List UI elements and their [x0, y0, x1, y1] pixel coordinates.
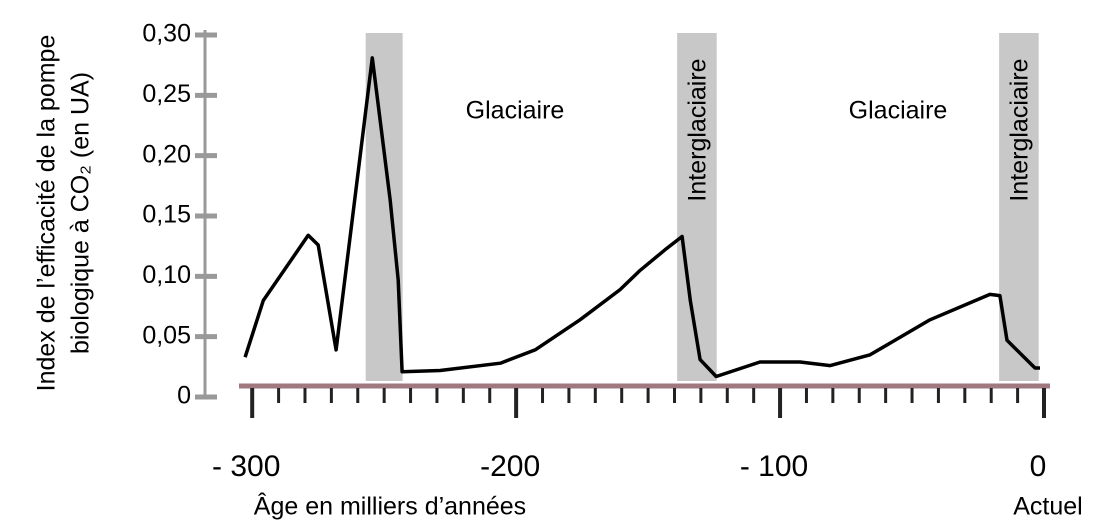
band: [677, 33, 717, 381]
band: [365, 33, 403, 381]
y-tick-label: 0,05: [142, 321, 191, 349]
y-axis-label: biologique à CO₂ (en UA): [67, 72, 95, 354]
x-tick-label: - 100: [740, 450, 808, 483]
bands: [365, 33, 1039, 381]
x-end-label: Actuel: [1013, 493, 1082, 521]
y-tick-label: 0,15: [142, 201, 191, 229]
y-tick-label: 0,10: [142, 261, 191, 289]
band-label: Interglaciaire: [1006, 58, 1034, 201]
x-tick-label: 0: [1030, 450, 1047, 483]
y-tick-label: 0,20: [142, 140, 191, 168]
data-line: [243, 56, 1040, 379]
y-tick-label: 0,30: [142, 20, 191, 48]
y-tick-label: 0: [177, 382, 191, 410]
x-tick-label: - 300: [212, 450, 280, 483]
annotation: Glaciaire: [466, 97, 565, 125]
x-tick-label: -200: [480, 450, 540, 483]
y-axis-label: Index de l’efficacité de la pompe: [33, 35, 61, 392]
y-tick-label: 0,25: [142, 80, 191, 108]
x-axis-label: Âge en milliers d’années: [254, 492, 526, 521]
band-label: Interglaciaire: [684, 58, 712, 201]
annotation: Glaciaire: [849, 97, 948, 125]
